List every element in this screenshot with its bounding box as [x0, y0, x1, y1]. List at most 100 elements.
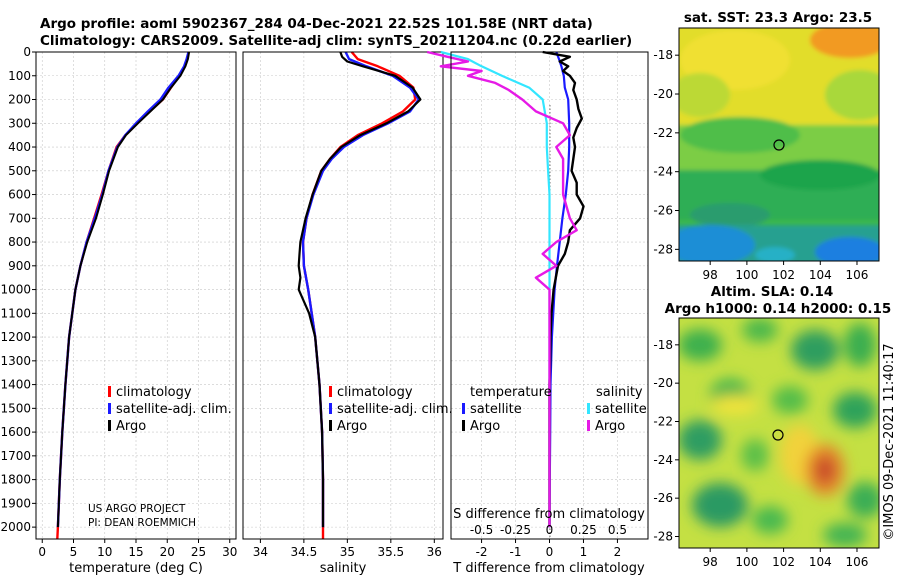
- map-y-tick-label: -26: [653, 204, 673, 218]
- y-tick-label: 100: [8, 69, 31, 83]
- legend-temperature-title: temperature: [470, 385, 552, 400]
- salinity-panel: 34 34.5 35 35.5 36 salinity climatology sate…: [242, 51, 453, 576]
- legend-sat-sal-swatch: [587, 403, 590, 414]
- difference-panel: -2 -1 0 1 2 T difference from climatology S …: [426, 50, 649, 576]
- figure-title-line1: Argo profile: aoml 5902367_284 04-Dec-20…: [40, 16, 593, 32]
- x-tick-label: 25: [191, 545, 206, 559]
- map-y-tick-label: -18: [653, 48, 673, 62]
- map-y-tick-label: -24: [653, 453, 673, 467]
- legend-argo-temp-label: Argo: [470, 419, 500, 434]
- x-tick-label: -2: [476, 545, 488, 559]
- sla-map-title: Altim. SLA: 0.14: [711, 284, 833, 300]
- map-y-tick-label: -20: [653, 87, 673, 101]
- sst-field: [679, 28, 879, 261]
- y-tick-label: 300: [8, 116, 31, 130]
- legend-sat-temp-label: satellite: [470, 402, 522, 417]
- sla-field: [679, 318, 879, 547]
- x-tick-label: 35: [340, 545, 355, 559]
- y-tick-label: 600: [8, 188, 31, 202]
- legend-salinity-title: salinity: [596, 385, 643, 400]
- legend-argo-temp-swatch: [462, 420, 465, 431]
- argo-location-marker: [772, 429, 784, 441]
- x-tick-label: 34.5: [291, 545, 318, 559]
- x-tick-label: 5: [70, 545, 78, 559]
- x-tick-label: 15: [128, 545, 143, 559]
- y-tick-label: 1000: [0, 283, 31, 297]
- y-tick-label: 1400: [0, 378, 31, 392]
- legend-climatology-label: climatology: [337, 385, 413, 400]
- s-difference-xlabel: S difference from climatology: [453, 507, 645, 522]
- map-x-tick-label: 102: [772, 555, 795, 569]
- sst-map-panel: sat. SST: 23.3 Argo: 23.5 9: [653, 10, 880, 282]
- sst-map-title: sat. SST: 23.3 Argo: 23.5: [684, 10, 872, 26]
- legend-argo-sal-label: Argo: [595, 419, 625, 434]
- x-tick-label: 35.5: [377, 545, 404, 559]
- legend-climatology-swatch: [329, 386, 332, 397]
- map-y-tick-label: -26: [653, 491, 673, 505]
- temperature-legend: climatology satellite-adj. clim. Argo: [108, 385, 232, 434]
- x-tick-label: 30: [222, 545, 237, 559]
- series-line-argo: [297, 51, 422, 528]
- map-y-tick-label: -18: [653, 338, 673, 352]
- s-tick-label: 0.5: [608, 523, 627, 537]
- x-tick-label: 34: [253, 545, 268, 559]
- map-x-tick-label: 104: [809, 268, 832, 282]
- series-line-climatology: [301, 51, 417, 539]
- x-tick-label: 2: [614, 545, 622, 559]
- y-tick-label: 1700: [0, 449, 31, 463]
- y-tick-label: 900: [8, 259, 31, 273]
- s-tick-label: -0.5: [470, 523, 493, 537]
- x-tick-label: 20: [160, 545, 175, 559]
- copyright-watermark: ©IMOS 09-Dec-2021 11:40:17: [882, 343, 897, 540]
- y-tick-label: 1100: [0, 306, 31, 320]
- x-tick-label: 0: [38, 545, 46, 559]
- map-y-tick-label: -22: [653, 415, 673, 429]
- legend-argo-label: Argo: [337, 419, 367, 434]
- y-tick-label: 1900: [0, 496, 31, 510]
- series-line-argo-salinity: [426, 50, 578, 528]
- sla-map-subtitle: Argo h1000: 0.14 h2000: 0.15: [665, 301, 892, 317]
- x-tick-label: 36: [427, 545, 442, 559]
- legend-argo-label: Argo: [116, 419, 146, 434]
- project-name: US ARGO PROJECT: [88, 503, 186, 515]
- y-tick-label: 1300: [0, 354, 31, 368]
- map-y-tick-label: -28: [653, 242, 673, 256]
- map-x-tick-label: 106: [846, 555, 869, 569]
- map-x-tick-label: 100: [735, 555, 758, 569]
- legend-climatology-swatch: [108, 386, 111, 397]
- y-tick-label: 400: [8, 140, 31, 154]
- y-tick-label: 800: [8, 235, 31, 249]
- argo-location-marker: [773, 139, 785, 151]
- series-line-climatology: [56, 51, 190, 540]
- map-y-tick-label: -28: [653, 530, 673, 544]
- legend-satellite-swatch: [108, 403, 111, 414]
- map-x-tick-label: 106: [846, 268, 869, 282]
- map-x-tick-label: 98: [703, 268, 718, 282]
- salinity-legend: climatology satellite-adj. clim. Argo: [329, 385, 453, 434]
- salinity-xlabel: salinity: [320, 561, 367, 576]
- x-tick-label: 1: [580, 545, 588, 559]
- difference-legend: temperature satellite Argo salinity sate…: [462, 385, 647, 434]
- y-tick-label: 1200: [0, 330, 31, 344]
- map-y-tick-label: -24: [653, 165, 673, 179]
- y-tick-label: 500: [8, 164, 31, 178]
- y-tick-label: 1800: [0, 473, 31, 487]
- legend-satellite-label: satellite-adj. clim.: [116, 402, 232, 417]
- map-x-tick-label: 100: [735, 268, 758, 282]
- map-x-tick-label: 98: [703, 555, 718, 569]
- figure-title-line2: Climatology: CARS2009. Satellite-adj cli…: [40, 33, 632, 49]
- y-tick-label: 1600: [0, 425, 31, 439]
- legend-argo-swatch: [108, 420, 111, 431]
- x-tick-label: 0: [546, 545, 554, 559]
- t-difference-xlabel: T difference from climatology: [452, 561, 645, 576]
- s-tick-label: 0.25: [570, 523, 597, 537]
- temperature-panel: 0 5 10 15 20 25 30 temperature (deg C) climato…: [35, 51, 237, 576]
- legend-argo-swatch: [329, 420, 332, 431]
- map-y-tick-label: -20: [653, 376, 673, 390]
- series-line-argo: [56, 51, 191, 528]
- project-pi: PI: DEAN ROEMMICH: [88, 517, 196, 529]
- sla-map-panel: Altim. SLA: 0.14 Argo h1000: 0.14 h2000:…: [653, 284, 891, 569]
- map-x-tick-label: 104: [809, 555, 832, 569]
- legend-argo-sal-swatch: [587, 420, 590, 431]
- legend-satellite-swatch: [329, 403, 332, 414]
